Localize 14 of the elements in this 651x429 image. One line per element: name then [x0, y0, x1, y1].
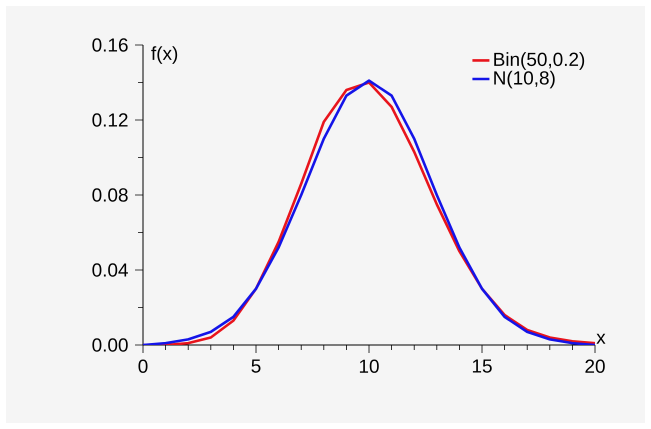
x-tick-label: 5	[251, 360, 260, 373]
legend-label: N(10,8)	[494, 70, 555, 88]
x-tick-label: 20	[585, 360, 605, 373]
y-tick-label: 0.00	[92, 338, 128, 352]
x-tick-label: 15	[472, 360, 492, 373]
y-tick-label: 0.12	[92, 113, 128, 127]
x-tick-label: 0	[138, 360, 148, 373]
legend-label: Bin(50,0.2)	[494, 52, 584, 70]
y-axis-title: f(x)	[151, 46, 178, 64]
y-tick-label: 0.08	[92, 188, 128, 202]
x-tick-label: 10	[360, 360, 379, 373]
y-tick-label: 0.16	[92, 38, 128, 52]
y-tick-label: 0.04	[92, 263, 128, 277]
x-axis-title: x	[596, 334, 606, 344]
